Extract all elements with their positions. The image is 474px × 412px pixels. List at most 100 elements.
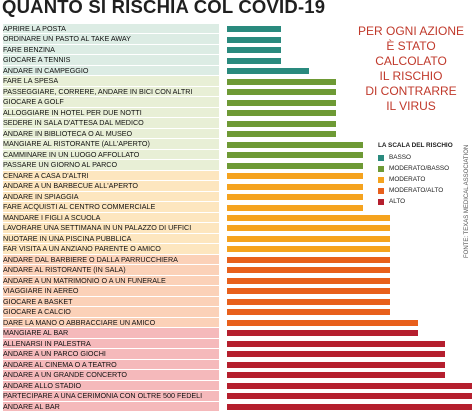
legend-item-moderato: MODERATO (378, 174, 472, 185)
chart-row: VIAGGIARE IN AEREO (0, 286, 474, 296)
bar (227, 393, 472, 400)
chart-row: NUOTARE IN UNA PISCINA PUBBLICA (0, 233, 474, 244)
chart-row: GIOCARE A GOLF (0, 97, 474, 107)
category-label: FAR VISITA A UN ANZIANO PARENTE O AMICO (3, 244, 219, 254)
legend-title: LA SCALA DEL RISCHIO (378, 142, 453, 149)
chart-row: MANGIARE AL BAR (0, 328, 474, 338)
bar (227, 26, 282, 33)
chart-row: ANDARE DAL BARBIERE O DALLA PARRUCCHIERA (0, 254, 474, 265)
legend-swatch (378, 187, 384, 194)
chart-row: CAMMINARE IN UN LUOGO AFFOLLATO (0, 149, 474, 160)
chart-row: SEDERE IN SALA D'ATTESA DAL MEDICO (0, 118, 474, 128)
bar (227, 246, 391, 253)
chart-row: GIOCARE A CALCIO (0, 307, 474, 317)
bar (227, 204, 364, 211)
chart-row: ANDARE AL BAR (0, 401, 474, 412)
chart-row: ORDINARE UN PASTO AL TAKE AWAY (0, 34, 474, 44)
chart-row: ALLOGGIARE IN HOTEL PER DUE NOTTI (0, 107, 474, 118)
bar (227, 89, 336, 96)
category-label: VIAGGIARE IN AEREO (3, 286, 219, 296)
bar (227, 267, 391, 274)
bar (227, 309, 391, 316)
bar (227, 214, 391, 221)
legend-item-moderato-alto: MODERATO/ALTO (378, 185, 472, 196)
category-label: FARE ACQUISTI AL CENTRO COMMERCIALE (3, 202, 219, 212)
legend-swatch (378, 165, 384, 172)
legend-item-moderato-basso: MODERATO/BASSO (378, 163, 472, 174)
category-label: PASSEGGIARE, CORRERE, ANDARE IN BICI CON… (3, 86, 219, 97)
category-label: PASSARE UN GIORNO AL PARCO (3, 160, 219, 170)
chart-row: FARE BENZINA (0, 44, 474, 55)
category-label: CAMMINARE IN UN LUOGO AFFOLLATO (3, 149, 219, 160)
chart-row: MANGIARE AL RISTORANTE (ALL'APERTO) (0, 139, 474, 149)
category-label: ANDARE AL CINEMA O A TEATRO (3, 359, 219, 370)
bar (227, 330, 418, 337)
chart-row: DARE LA MANO O ABBRACCIARE UN AMICO (0, 317, 474, 328)
category-label: CENARE A CASA D'ALTRI (3, 170, 219, 181)
bar (227, 68, 309, 75)
bar (227, 351, 445, 358)
note-line: IL RISCHIO (379, 69, 443, 83)
chart-row: CENARE A CASA D'ALTRI (0, 170, 474, 181)
category-label: GIOCARE A GOLF (3, 97, 219, 107)
legend-item-alto: ALTO (378, 196, 472, 207)
chart-row: PARTECIPARE A UNA CERIMONIA CON OLTRE 50… (0, 391, 474, 401)
chart-row: GIOCARE A TENNIS (0, 55, 474, 65)
legend-label: MODERATO/BASSO (389, 165, 450, 172)
legend: LA SCALA DEL RISCHIO BASSO MODERATO/BASS… (378, 142, 472, 207)
category-label: MANGIARE AL BAR (3, 328, 219, 338)
chart-row: PASSEGGIARE, CORRERE, ANDARE IN BICI CON… (0, 86, 474, 97)
bar (227, 298, 391, 305)
chart-row: ANDARE A UN MATRIMONIO O A UN FUNERALE (0, 275, 474, 286)
chart-note: PER OGNI AZIONE È STATO CALCOLATO IL RIS… (350, 24, 472, 114)
category-label: FARE LA SPESA (3, 76, 219, 86)
bar (227, 131, 336, 138)
category-label: NUOTARE IN UNA PISCINA PUBBLICA (3, 233, 219, 244)
bar (227, 361, 445, 368)
bar (227, 47, 282, 54)
category-label: ANDARE A UN PARCO GIOCHI (3, 349, 219, 359)
chart-row: ANDARE AL CINEMA O A TEATRO (0, 359, 474, 370)
chart-rows: APRIRE LA POSTA ORDINARE UN PASTO AL TAKE… (0, 24, 474, 412)
category-label: ANDARE AL RISTORANTE (IN SALA) (3, 265, 219, 275)
category-label: FARE BENZINA (3, 44, 219, 55)
chart-row: ANDARE IN SPIAGGIA (0, 191, 474, 202)
category-label: APRIRE LA POSTA (3, 24, 219, 34)
bar (227, 78, 336, 85)
chart-row: ANDARE IN CAMPEGGIO (0, 65, 474, 76)
bar (227, 183, 364, 190)
legend-item-basso: BASSO (378, 152, 472, 163)
chart-row: PASSARE UN GIORNO AL PARCO (0, 160, 474, 170)
chart-row: LAVORARE UNA SETTIMANA IN UN PALAZZO DI … (0, 223, 474, 233)
category-label: SEDERE IN SALA D'ATTESA DAL MEDICO (3, 118, 219, 128)
bar (227, 288, 391, 295)
legend-label: BASSO (389, 154, 412, 161)
chart-row: FAR VISITA A UN ANZIANO PARENTE O AMICO (0, 244, 474, 254)
chart-row: ANDARE AL RISTORANTE (IN SALA) (0, 265, 474, 275)
chart-row: ANDARE A UN BARBECUE ALL'APERTO (0, 181, 474, 191)
note-line: È STATO CALCOLATO (375, 39, 447, 68)
legend-label: ALTO (389, 198, 406, 205)
bar (227, 120, 336, 127)
chart-row: FARE ACQUISTI AL CENTRO COMMERCIALE (0, 202, 474, 212)
bar (227, 372, 445, 379)
legend-label: MODERATO (389, 176, 426, 183)
category-label: ANDARE AL BAR (3, 401, 219, 411)
chart-row: APRIRE LA POSTA (0, 24, 474, 34)
chart-row: ANDARE ALLO STADIO (0, 380, 474, 391)
bar (227, 162, 364, 169)
chart-row: ALLENARSI IN PALESTRA (0, 338, 474, 349)
legend-swatch (378, 198, 384, 205)
chart-row: ANDARE A UN PARCO GIOCHI (0, 349, 474, 359)
chart-row: GIOCARE A BASKET (0, 296, 474, 307)
category-label: PARTECIPARE A UNA CERIMONIA CON OLTRE 50… (3, 391, 219, 401)
bar (227, 110, 336, 117)
category-label: ANDARE IN BIBLIOTECA O AL MUSEO (3, 128, 219, 139)
category-label: ANDARE A UN MATRIMONIO O A UN FUNERALE (3, 275, 219, 286)
bar (227, 403, 472, 410)
category-label: ANDARE A UN GRANDE CONCERTO (3, 370, 219, 380)
legend-label: MODERATO/ALTO (389, 187, 444, 194)
category-label: ALLOGGIARE IN HOTEL PER DUE NOTTI (3, 107, 219, 118)
category-label: MANDARE I FIGLI A SCUOLA (3, 212, 219, 223)
category-label: ALLENARSI IN PALESTRA (3, 338, 219, 349)
